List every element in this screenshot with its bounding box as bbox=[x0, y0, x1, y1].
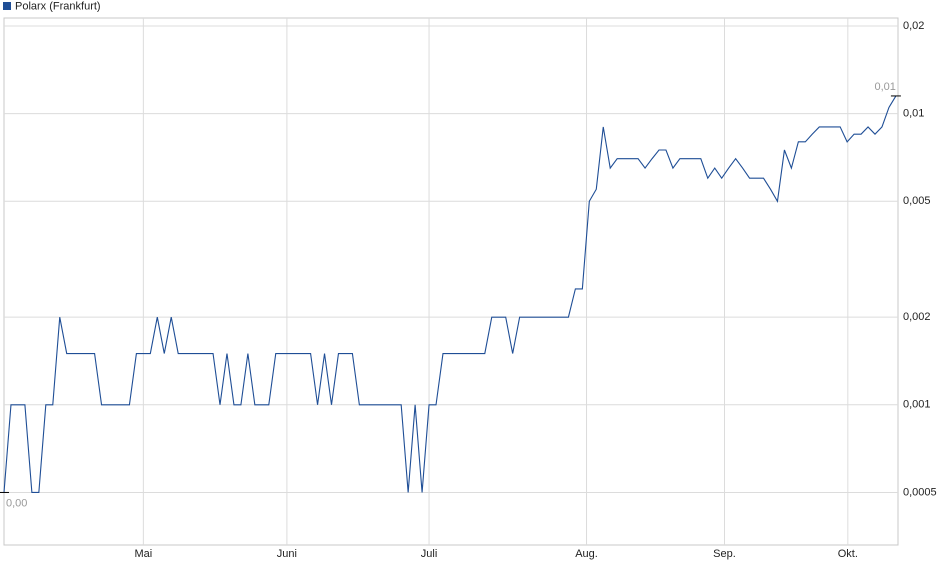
plot-frame bbox=[3, 17, 899, 546]
value-label: 0,00 bbox=[6, 497, 27, 509]
legend-swatch bbox=[3, 2, 11, 10]
y-tick-label: 0,002 bbox=[903, 311, 931, 323]
y-tick-label: 0,001 bbox=[903, 399, 931, 411]
x-tick-label: Aug. bbox=[575, 548, 598, 560]
x-tick-label: Juni bbox=[277, 548, 297, 560]
y-tick-label: 0,0005 bbox=[903, 486, 937, 498]
x-tick-label: Sep. bbox=[713, 548, 736, 560]
price-line bbox=[3, 95, 897, 494]
legend-label: Polarx (Frankfurt) bbox=[15, 0, 101, 12]
y-tick-label: 0,01 bbox=[903, 108, 924, 120]
y-tick-label: 0,02 bbox=[903, 20, 924, 32]
x-tick-label: Okt. bbox=[838, 548, 858, 560]
x-tick-label: Mai bbox=[134, 548, 152, 560]
value-label: 0,01 bbox=[874, 81, 895, 93]
x-tick-label: Juli bbox=[421, 548, 438, 560]
y-tick-label: 0,005 bbox=[903, 195, 931, 207]
